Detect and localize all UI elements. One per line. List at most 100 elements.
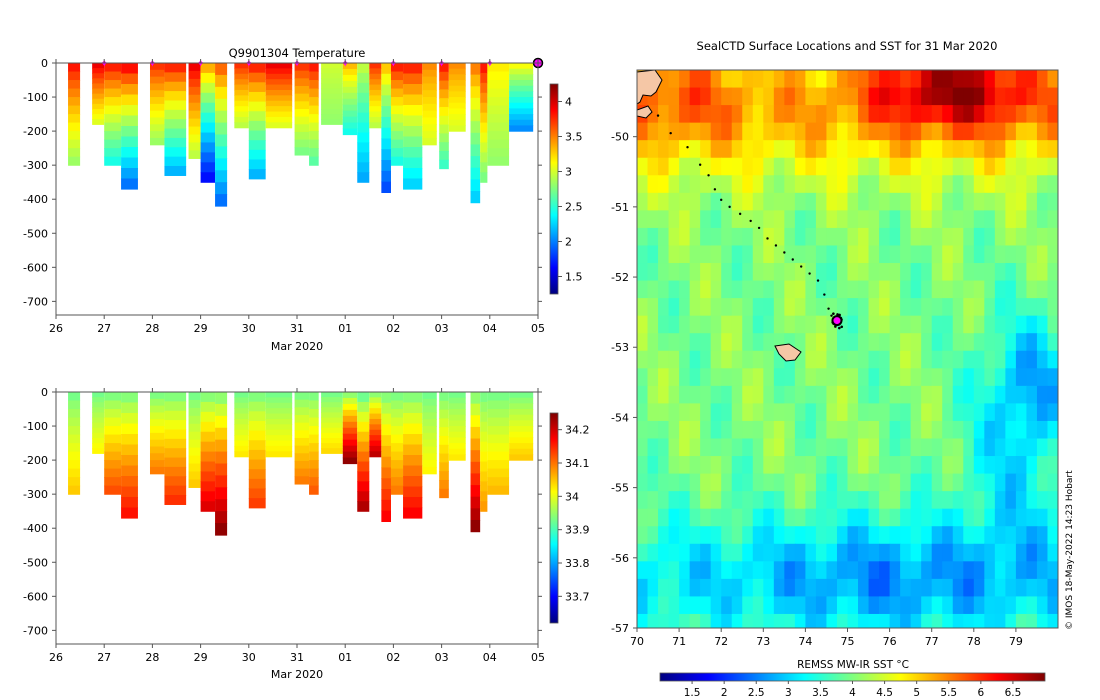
profile-cell [215, 110, 228, 124]
sst-cell [700, 613, 712, 628]
profile-cell [200, 82, 216, 94]
sst-cell [973, 227, 985, 247]
profile-cell [92, 119, 105, 125]
sst-cell [710, 87, 722, 106]
sst-cell [647, 578, 659, 598]
profile-cell [342, 92, 358, 100]
sst-cell [784, 613, 796, 628]
sst-cell [773, 105, 785, 124]
sst-cell [784, 70, 796, 89]
sst-cell [889, 420, 901, 440]
sst-cell [721, 403, 733, 422]
sst-cell [868, 438, 880, 457]
profile-cell [234, 397, 249, 404]
profile-cell [149, 137, 165, 146]
profile-cell [403, 84, 423, 96]
sst-cell [721, 508, 733, 527]
sst-cell [868, 526, 880, 545]
sst-cell [668, 227, 680, 247]
profile-cell [509, 91, 534, 98]
sst-cell [794, 70, 806, 89]
sst-cell [984, 613, 996, 628]
sst-cell [1015, 140, 1028, 159]
sst-cell [1026, 368, 1038, 387]
profile-cell [381, 160, 391, 172]
sst-cell [1047, 420, 1058, 440]
sst-cell [773, 157, 785, 176]
profile-cell [164, 109, 187, 120]
map-x-tick-label: 74 [798, 635, 812, 648]
sst-cell [868, 315, 880, 334]
profile-cell [448, 397, 466, 404]
sst-cell [1036, 403, 1049, 422]
profile-cell [480, 461, 488, 473]
profile-cell [509, 437, 534, 444]
profile-cell [294, 453, 310, 462]
sst-cell [647, 438, 659, 457]
sst-cell [889, 227, 901, 247]
sst-cell [868, 456, 880, 475]
profile-cell [92, 397, 105, 403]
sst-cell [815, 561, 828, 580]
temperature-x-axis: 26 27 28 29 30 31 01 02 03 04 05 [49, 59, 545, 335]
sst-cell [900, 420, 912, 440]
sst-cell [752, 491, 764, 510]
profile-cell [342, 86, 358, 94]
profile-cell [439, 159, 449, 170]
profile-cell [381, 392, 391, 404]
sst-cell [1015, 122, 1028, 141]
profile-cell [92, 432, 105, 439]
sst-cell [984, 140, 996, 159]
sst-cell [742, 245, 754, 264]
sst-cell [658, 315, 670, 334]
profile-cell [164, 401, 187, 412]
map-x-tick-label: 70 [630, 635, 644, 648]
sst-cell [836, 456, 849, 475]
sst-cell [742, 192, 754, 211]
profile-cell [342, 392, 358, 399]
sst-cell [900, 526, 912, 545]
colorbar-tick-label: 1.5 [565, 271, 583, 284]
sst-cell [1005, 420, 1017, 440]
profile-cell [164, 147, 187, 158]
sst-cell [836, 245, 849, 264]
sst-cell [931, 245, 943, 264]
sst-cell [689, 157, 701, 176]
x-tick-label: 01 [338, 322, 352, 335]
profile-cell [422, 466, 437, 475]
sst-cell [868, 192, 880, 211]
sst-cell [794, 368, 806, 387]
sst-cell [647, 526, 659, 545]
sst-cell [1026, 508, 1038, 527]
sst-cell [721, 613, 733, 628]
sst-cell [700, 315, 712, 334]
profile-cell [439, 142, 449, 152]
sst-cell [763, 596, 775, 615]
profile-cell [188, 447, 201, 457]
profile-cell [357, 82, 370, 94]
sst-cell [637, 596, 649, 615]
sst-cell [794, 157, 806, 176]
profile-cell [342, 427, 358, 435]
sst-cell [805, 508, 817, 527]
profile-cell [509, 114, 534, 121]
profile-cell [509, 97, 534, 104]
sst-cell [984, 333, 996, 352]
profile-cell [448, 409, 466, 416]
sst-cell [710, 368, 722, 387]
sst-cell [1005, 613, 1017, 628]
sst-cell [826, 385, 838, 404]
sst-cell [721, 157, 733, 176]
sst-cell [773, 315, 785, 334]
profile-column [104, 392, 122, 495]
sst-cell [868, 491, 880, 510]
sst-cell [847, 543, 859, 562]
sst-cell [668, 192, 680, 211]
profile-cell [68, 88, 81, 98]
profile-cell [248, 449, 266, 461]
sst-cell [668, 210, 680, 229]
y-tick-label: -700 [23, 624, 48, 637]
sst-cell [900, 70, 912, 89]
profile-column [369, 63, 382, 129]
profile-cell [104, 400, 122, 410]
